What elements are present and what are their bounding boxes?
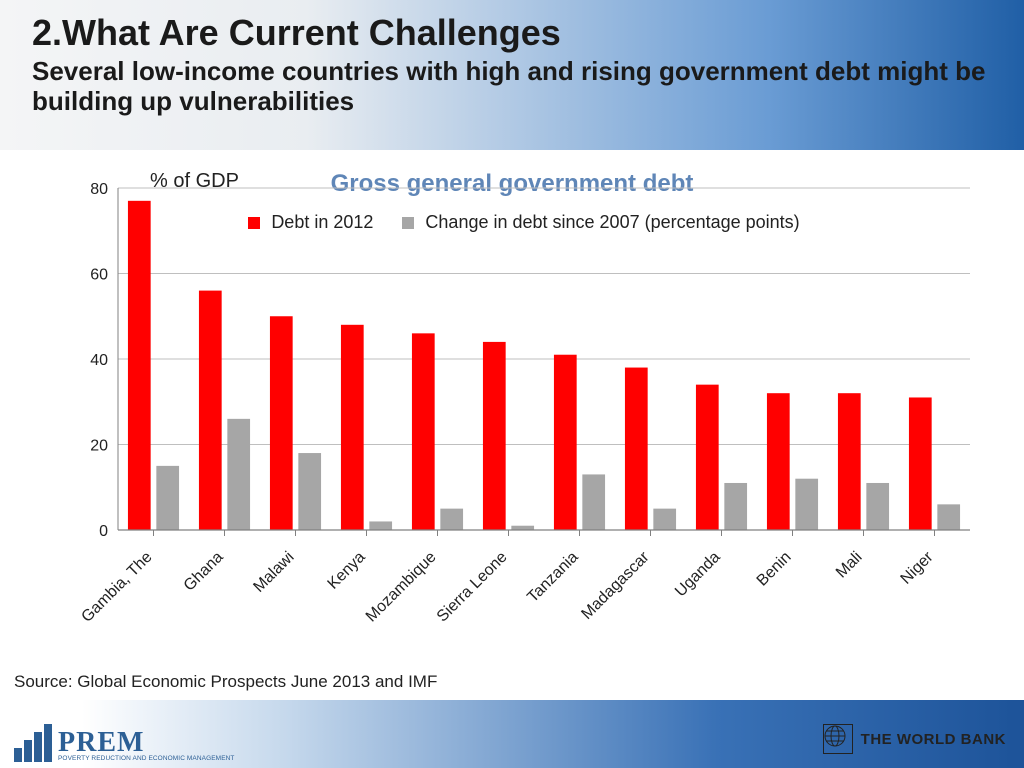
x-tick-label: Sierra Leone xyxy=(433,549,511,627)
footer: PREM POVERTY REDUCTION AND ECONOMIC MANA… xyxy=(0,700,1024,768)
x-tick-label: Madagascar xyxy=(578,549,653,624)
x-tick-label: Mali xyxy=(832,549,865,582)
x-axis-labels: Gambia, The Ghana Malawi KenyaMozambiqueSie… xyxy=(40,170,984,640)
world-bank-label: THE WORLD BANK xyxy=(861,731,1006,748)
prem-tagline: POVERTY REDUCTION AND ECONOMIC MANAGEMEN… xyxy=(58,755,235,762)
x-tick-label: Gambia, The xyxy=(78,549,156,627)
header: 2.What Are Current Challenges Several lo… xyxy=(0,0,1024,150)
globe-icon xyxy=(823,724,853,754)
x-tick-label: Niger xyxy=(897,549,937,589)
prem-logo: PREM POVERTY REDUCTION AND ECONOMIC MANA… xyxy=(14,724,235,762)
slide-title: 2.What Are Current Challenges xyxy=(32,14,992,52)
x-tick-label: Mozambique xyxy=(362,549,440,627)
prem-logo-text: PREM xyxy=(58,730,235,755)
x-tick-label: Malawi xyxy=(250,549,298,597)
source-text: Source: Global Economic Prospects June 2… xyxy=(14,672,437,692)
slide-subtitle: Several low-income countries with high a… xyxy=(32,56,992,117)
x-tick-label: Kenya xyxy=(324,549,369,594)
x-tick-label: Uganda xyxy=(672,549,724,601)
x-tick-label: Ghana xyxy=(180,549,227,596)
slide: 2.What Are Current Challenges Several lo… xyxy=(0,0,1024,768)
prem-bars-icon xyxy=(14,724,52,762)
world-bank-logo: THE WORLD BANK xyxy=(823,724,1006,754)
x-tick-label: Tanzania xyxy=(524,549,582,607)
x-tick-label: Benin xyxy=(753,549,795,591)
chart: % of GDP Gross general government debt D… xyxy=(40,170,984,640)
